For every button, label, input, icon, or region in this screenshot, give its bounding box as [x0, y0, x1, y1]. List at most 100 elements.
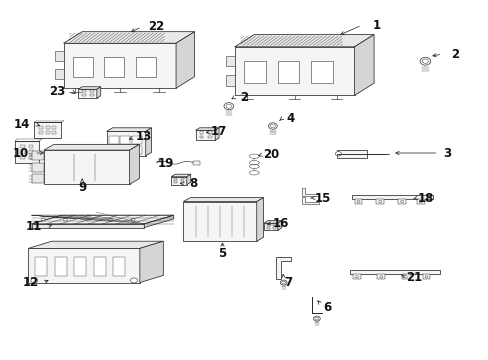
Text: 14: 14	[14, 118, 30, 131]
Bar	[244, 61, 265, 83]
Bar	[32, 163, 44, 172]
Polygon shape	[171, 174, 190, 177]
Circle shape	[224, 103, 233, 110]
Polygon shape	[78, 89, 97, 98]
Bar	[193, 161, 200, 165]
Bar	[225, 55, 234, 66]
Bar	[28, 156, 33, 159]
Polygon shape	[106, 128, 151, 131]
Polygon shape	[302, 197, 319, 204]
Polygon shape	[264, 223, 277, 230]
Text: 10: 10	[13, 147, 29, 159]
Bar	[132, 136, 142, 144]
Bar	[352, 274, 360, 279]
Text: 6: 6	[323, 301, 331, 314]
Polygon shape	[186, 174, 190, 185]
Polygon shape	[78, 87, 101, 89]
Bar	[113, 257, 125, 276]
Circle shape	[63, 218, 67, 221]
Bar	[55, 69, 63, 79]
Bar	[181, 181, 184, 183]
Circle shape	[281, 281, 285, 284]
Bar	[311, 61, 332, 83]
Circle shape	[314, 317, 318, 320]
Polygon shape	[106, 131, 145, 156]
Bar	[132, 146, 142, 154]
Bar	[32, 174, 44, 183]
Circle shape	[31, 278, 38, 283]
Polygon shape	[215, 128, 219, 140]
Bar	[74, 257, 86, 276]
Polygon shape	[171, 177, 186, 185]
Polygon shape	[32, 215, 173, 224]
Polygon shape	[183, 198, 263, 202]
Bar	[401, 274, 409, 279]
Circle shape	[108, 218, 112, 221]
Circle shape	[418, 201, 421, 203]
Polygon shape	[195, 128, 219, 130]
Polygon shape	[195, 130, 215, 140]
Circle shape	[335, 152, 341, 156]
Text: 2: 2	[240, 91, 248, 104]
Polygon shape	[234, 35, 373, 47]
Bar	[35, 257, 47, 276]
Bar	[416, 199, 424, 204]
Bar	[90, 94, 94, 96]
Bar	[174, 181, 177, 183]
Text: 7: 7	[284, 276, 292, 289]
Text: 8: 8	[189, 177, 197, 190]
Bar	[108, 146, 118, 154]
Polygon shape	[44, 144, 139, 150]
Bar	[45, 126, 50, 129]
Text: 16: 16	[272, 217, 289, 230]
Bar	[20, 156, 25, 159]
Text: 17: 17	[210, 125, 227, 138]
Bar	[225, 75, 234, 86]
Polygon shape	[32, 224, 144, 228]
Bar	[39, 131, 43, 134]
Circle shape	[419, 57, 430, 65]
Polygon shape	[354, 35, 373, 95]
Text: 9: 9	[78, 181, 86, 194]
Polygon shape	[276, 257, 290, 279]
Bar	[135, 57, 156, 77]
Text: 12: 12	[22, 276, 39, 289]
Bar	[422, 274, 429, 279]
Circle shape	[131, 218, 135, 221]
Bar	[349, 270, 439, 274]
Polygon shape	[176, 32, 194, 88]
Polygon shape	[129, 144, 139, 184]
Bar	[32, 151, 44, 161]
Circle shape	[400, 201, 403, 203]
Bar	[354, 199, 362, 204]
Polygon shape	[302, 188, 319, 196]
Bar	[337, 150, 366, 158]
Bar	[397, 199, 405, 204]
Circle shape	[356, 201, 359, 203]
Bar	[72, 57, 93, 77]
Polygon shape	[144, 215, 173, 228]
Bar	[120, 146, 130, 154]
Circle shape	[86, 218, 90, 221]
Bar	[52, 126, 56, 129]
Circle shape	[355, 276, 358, 278]
Polygon shape	[63, 43, 176, 88]
Polygon shape	[234, 47, 354, 95]
Circle shape	[379, 276, 382, 278]
Text: 1: 1	[372, 19, 380, 32]
Polygon shape	[28, 248, 140, 283]
Circle shape	[268, 123, 277, 129]
Text: 15: 15	[314, 192, 330, 204]
Text: 23: 23	[49, 85, 66, 98]
Bar	[120, 136, 130, 144]
Bar	[15, 141, 39, 163]
Text: 3: 3	[443, 147, 450, 159]
Circle shape	[130, 278, 137, 283]
Bar	[28, 150, 33, 153]
Bar	[90, 90, 94, 93]
Circle shape	[280, 280, 286, 285]
Polygon shape	[145, 128, 151, 156]
Text: 18: 18	[416, 192, 433, 204]
Text: 13: 13	[136, 130, 152, 143]
Polygon shape	[277, 221, 281, 230]
